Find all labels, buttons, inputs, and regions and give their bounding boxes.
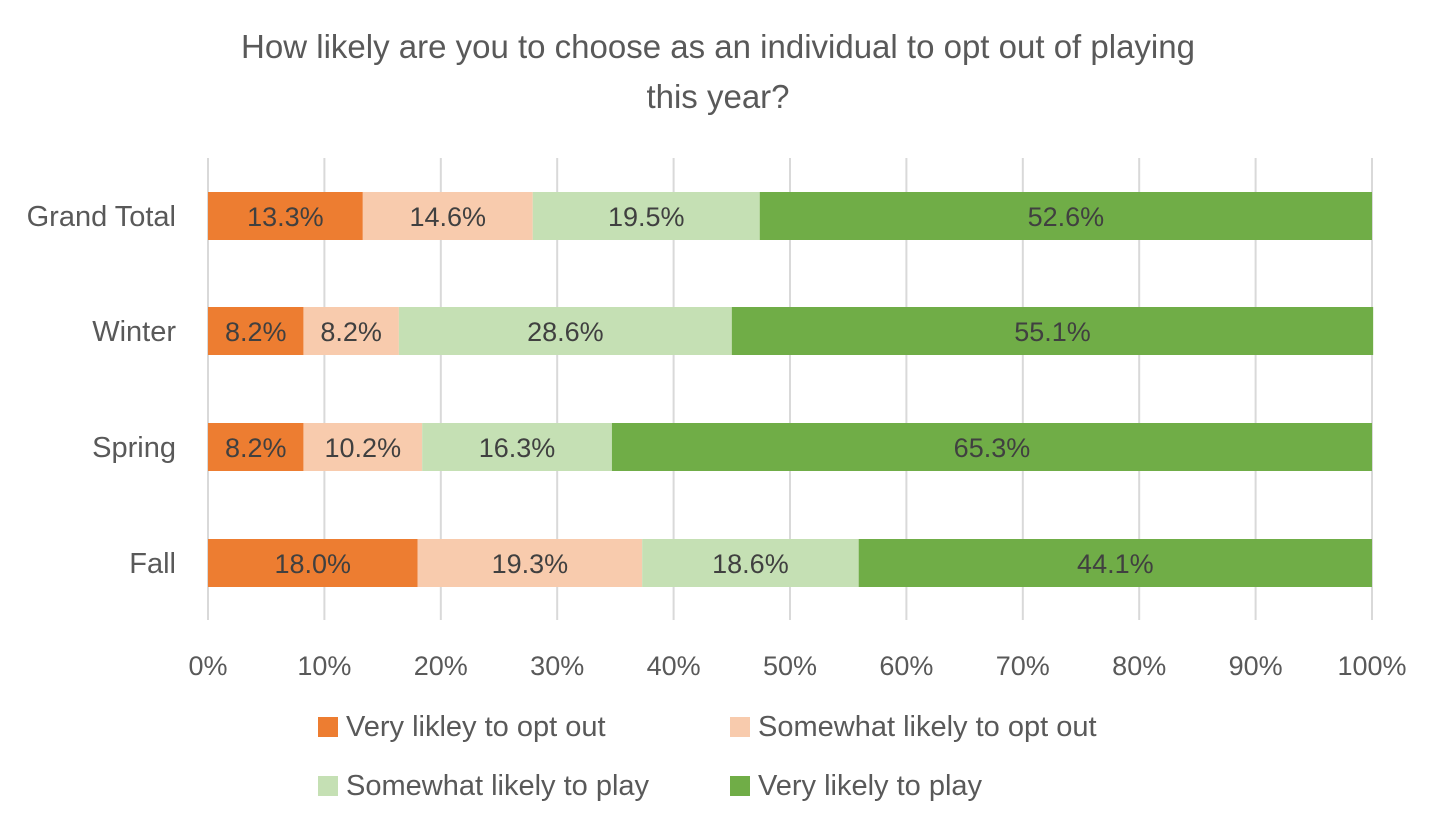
legend-label: Very likely to play	[758, 770, 983, 802]
value-axis: 0% 10% 20% 30% 40% 50% 60% 70% 80% 90% 100%	[188, 651, 1406, 681]
data-label: 13.3%	[247, 202, 324, 232]
legend-label: Somewhat likely to opt out	[758, 711, 1097, 743]
x-tick-label: 90%	[1229, 651, 1283, 681]
x-tick-label: 80%	[1112, 651, 1166, 681]
data-label: 18.0%	[274, 549, 351, 579]
category-label: Fall	[129, 548, 176, 580]
data-label: 8.2%	[225, 317, 287, 347]
x-tick-label: 30%	[530, 651, 584, 681]
bar-segment	[611, 423, 1372, 471]
bar-segment	[417, 539, 643, 587]
data-label: 19.3%	[492, 549, 569, 579]
legend-swatch	[730, 776, 750, 796]
legend-label: Somewhat likely to play	[346, 770, 650, 802]
data-label: 18.6%	[712, 549, 789, 579]
chart-title-line: How likely are you to choose as an indiv…	[241, 28, 1195, 65]
legend: Very likley to opt out Somewhat likely to…	[318, 711, 1097, 802]
data-label: 44.1%	[1077, 549, 1154, 579]
category-label: Grand Total	[27, 201, 176, 233]
x-tick-label: 70%	[996, 651, 1050, 681]
data-label: 65.3%	[954, 433, 1031, 463]
x-tick-label: 0%	[188, 651, 227, 681]
legend-item: Very likely to play	[730, 770, 983, 802]
category-label: Winter	[92, 316, 176, 348]
data-label: 52.6%	[1028, 202, 1105, 232]
x-tick-label: 20%	[414, 651, 468, 681]
legend-item: Somewhat likely to play	[318, 770, 650, 802]
data-label: 19.5%	[608, 202, 685, 232]
bar-segment	[303, 307, 399, 355]
bar-segment	[731, 307, 1374, 355]
legend-swatch	[318, 776, 338, 796]
category-axis: Grand Total Winter Spring Fall	[27, 201, 177, 580]
bar-segment	[303, 423, 423, 471]
data-label: 8.2%	[225, 433, 287, 463]
x-tick-label: 50%	[763, 651, 817, 681]
x-tick-label: 100%	[1337, 651, 1406, 681]
bar-segment	[208, 307, 304, 355]
data-label: 14.6%	[410, 202, 487, 232]
bar-segment	[362, 192, 533, 240]
data-label: 55.1%	[1014, 317, 1091, 347]
data-label: 16.3%	[479, 433, 556, 463]
chart-title-line: this year?	[646, 78, 789, 115]
legend-swatch	[318, 717, 338, 737]
legend-swatch	[730, 717, 750, 737]
bar-segment	[532, 192, 760, 240]
bar-segment	[642, 539, 859, 587]
chart-title: How likely are you to choose as an indiv…	[241, 28, 1195, 115]
x-tick-label: 60%	[879, 651, 933, 681]
bar-segment	[208, 539, 418, 587]
bar-segment	[422, 423, 612, 471]
legend-label: Very likley to opt out	[346, 711, 606, 743]
bar-segment	[759, 192, 1372, 240]
x-tick-label: 40%	[647, 651, 701, 681]
bars: 13.3% 14.6% 19.5% 52.6% 8.2% 8.2% 28.6% 55.1% 8.…	[208, 192, 1374, 587]
legend-item: Somewhat likely to opt out	[730, 711, 1097, 743]
bar-segment	[398, 307, 732, 355]
x-tick-label: 10%	[297, 651, 351, 681]
bar-segment	[208, 423, 304, 471]
data-label: 28.6%	[527, 317, 604, 347]
bar-segment	[208, 192, 363, 240]
data-label: 10.2%	[325, 433, 402, 463]
category-label: Spring	[92, 432, 176, 464]
bar-segment	[858, 539, 1372, 587]
legend-item: Very likley to opt out	[318, 711, 606, 743]
data-label: 8.2%	[320, 317, 382, 347]
